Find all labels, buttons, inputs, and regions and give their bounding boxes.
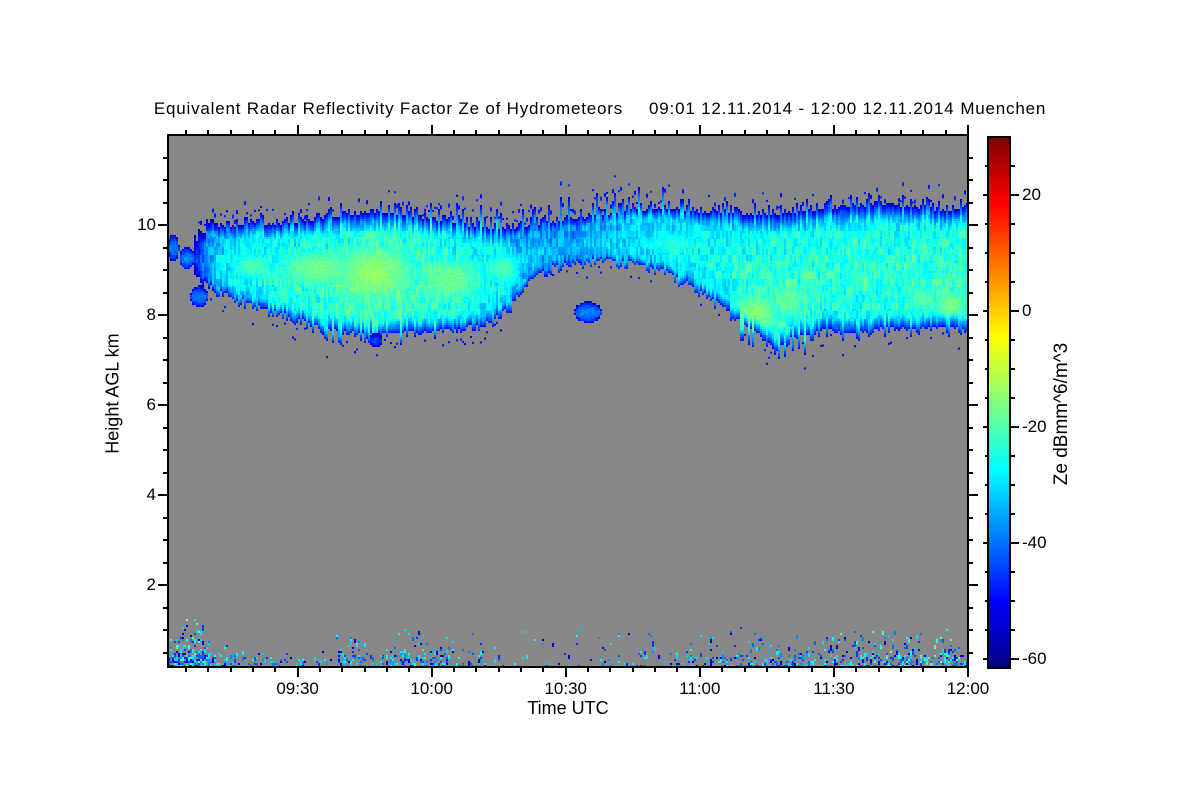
x-axis-title: Time UTC [527, 698, 609, 718]
x-tick-label: 12:00 [946, 679, 990, 698]
x-tick-label: 10:30 [544, 679, 588, 698]
colorbar-title: Ze dBmm^6/m^3 [1051, 342, 1072, 486]
y-axis-title: Height AGL km [102, 333, 123, 454]
colorbar-tick-label: -20 [1022, 417, 1047, 437]
colorbar-canvas [988, 137, 1010, 668]
colorbar-tick-label: -60 [1022, 649, 1047, 669]
title-station: Muenchen [960, 99, 1047, 118]
y-tick-label: 10 [137, 215, 156, 234]
y-tick-label: 4 [146, 485, 156, 504]
title-main: Equivalent Radar Reflectivity Factor Ze … [153, 99, 624, 118]
title-period: 09:01 12.11.2014 - 12:00 12.11.2014 [649, 99, 955, 118]
x-tick-label: 11:00 [679, 679, 721, 698]
y-tick-label: 8 [146, 305, 156, 324]
colorbar-tick-label: -40 [1022, 533, 1047, 553]
x-tick-label: 10:00 [410, 679, 453, 698]
colorbar-tick-label: 0 [1022, 301, 1032, 321]
colorbar-tick-label: 20 [1022, 185, 1041, 205]
heatmap-canvas [168, 135, 968, 667]
y-tick-label: 6 [146, 395, 156, 414]
chart-title: Equivalent Radar Reflectivity Factor Ze … [0, 99, 1200, 119]
x-tick-label: 11:30 [813, 679, 855, 698]
y-tick-label: 2 [146, 575, 156, 594]
x-tick-label: 09:30 [276, 679, 319, 698]
